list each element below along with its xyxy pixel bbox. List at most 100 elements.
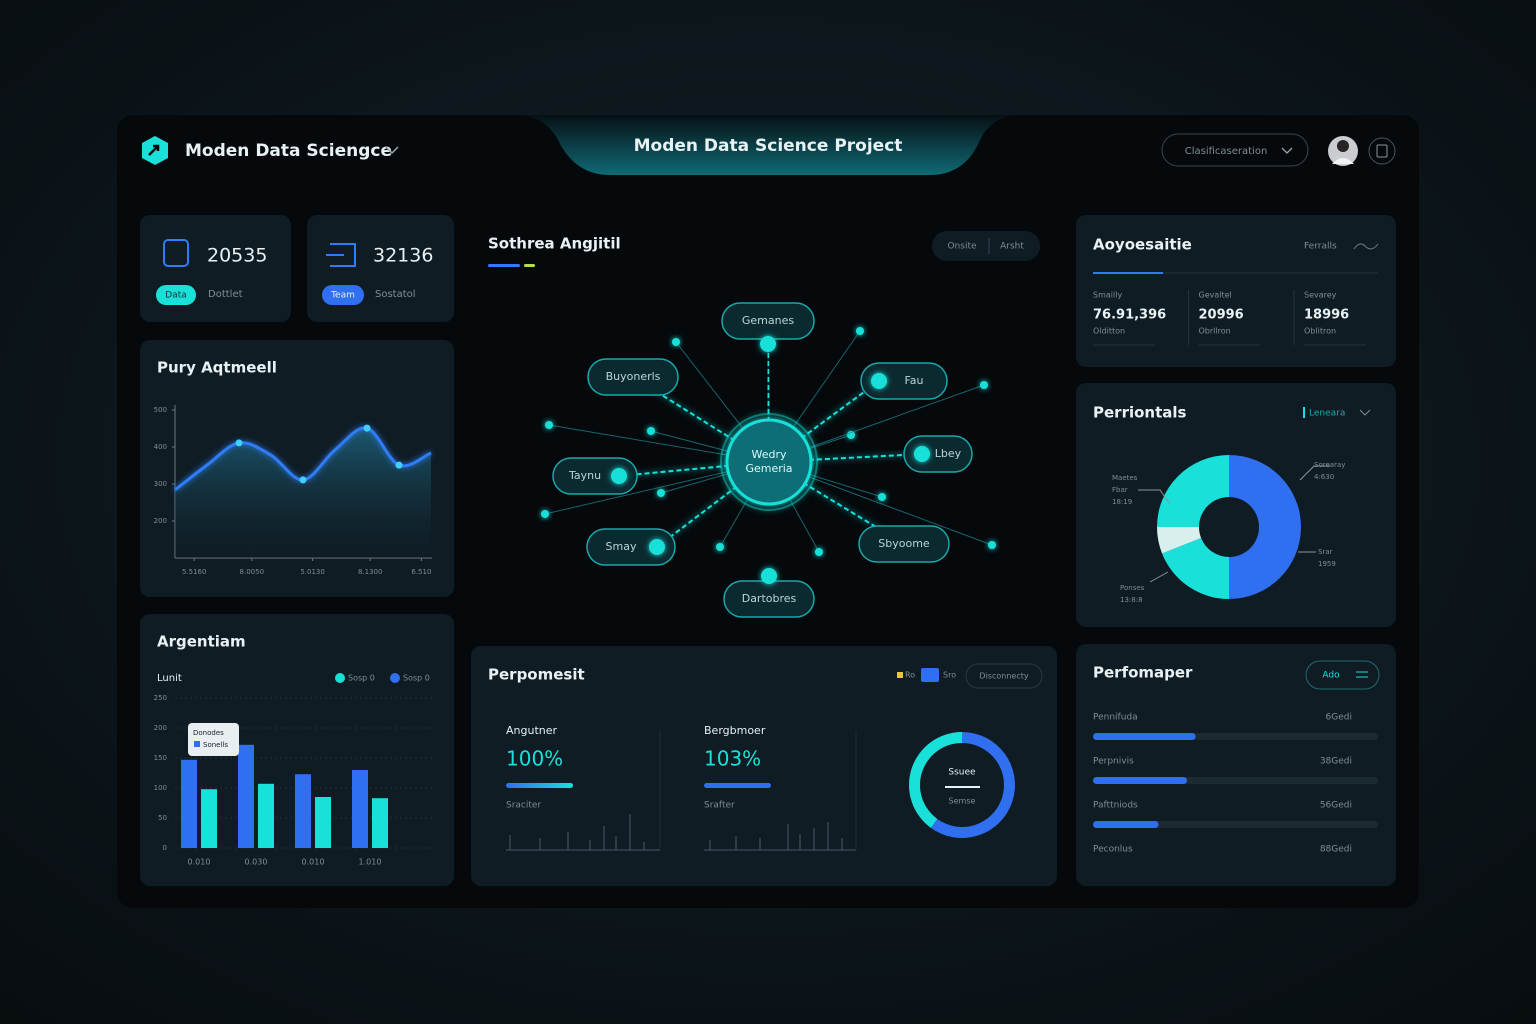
node-dot <box>647 427 655 435</box>
point <box>363 424 371 432</box>
toggle-option[interactable]: Onsite <box>947 242 977 252</box>
stat-icon <box>163 239 189 267</box>
node-dot <box>856 327 864 335</box>
row-label: Pafttniods <box>1093 801 1138 811</box>
slice <box>1162 538 1229 599</box>
node[interactable] <box>903 435 973 473</box>
row-label: Pennifuda <box>1093 713 1138 723</box>
stat-value: 20535 <box>207 245 267 267</box>
node[interactable] <box>587 358 679 396</box>
avatar-body <box>1332 158 1354 164</box>
center-node[interactable] <box>725 418 813 506</box>
summary-sub: Oblitron <box>1304 327 1336 336</box>
search-text: Clasificaseration <box>1185 146 1268 157</box>
summary-panel <box>1076 215 1396 367</box>
node-label[interactable]: Gemanes <box>742 314 794 327</box>
title-underline <box>488 264 520 267</box>
summary-value: 76.91,396 <box>1093 308 1166 323</box>
center-label: Wedry <box>751 448 787 461</box>
button[interactable] <box>965 663 1043 689</box>
row-value: 6Gedi <box>1326 713 1352 723</box>
button[interactable] <box>1305 660 1380 690</box>
panel-title: Argentiam <box>157 633 246 651</box>
node-port <box>761 568 777 584</box>
header-tab <box>515 115 1020 175</box>
node[interactable] <box>586 528 676 566</box>
bar <box>238 744 254 848</box>
brand: Moden Data Sciengce <box>185 141 392 161</box>
node-label[interactable]: Sbyoome <box>878 537 930 550</box>
row-label: Peconlus <box>1093 845 1133 855</box>
sparkline <box>704 822 856 851</box>
legend-swatch <box>390 673 400 683</box>
pie-annotation: Maetes <box>1112 474 1138 482</box>
point <box>395 461 403 469</box>
x-tick-label: 1.010 <box>359 858 382 867</box>
summary-label: Sevarey <box>1304 291 1337 300</box>
slice <box>909 732 962 828</box>
y-tick-label: 200 <box>154 517 167 525</box>
node[interactable] <box>552 457 638 495</box>
progress-bar <box>1093 777 1188 784</box>
settings-button[interactable] <box>1368 137 1396 165</box>
tooltip <box>188 723 239 756</box>
node-dot <box>541 510 549 518</box>
search-box[interactable] <box>1161 133 1309 167</box>
node-port <box>760 336 776 352</box>
button-label[interactable]: Disconnecty <box>979 672 1028 681</box>
node-dot <box>988 541 996 549</box>
toggle-option[interactable]: Arsht <box>1000 242 1024 252</box>
slice <box>1229 455 1301 599</box>
row-value: 56Gedi <box>1320 801 1352 811</box>
bar <box>372 798 388 848</box>
button-label[interactable]: Ado <box>1322 671 1340 681</box>
pie-annotation: 13:8:8 <box>1120 596 1143 604</box>
stat-icon <box>326 243 356 267</box>
dropdown-chevron[interactable] <box>1359 409 1371 416</box>
donut-label: Semse <box>949 797 976 806</box>
x-tick-label: 6.510 <box>411 568 431 576</box>
card-bar <box>506 783 573 788</box>
row-value: 38Gedi <box>1320 757 1352 767</box>
node-label[interactable]: Smay <box>606 540 637 553</box>
legend-swatch <box>897 672 903 678</box>
center-halo <box>720 413 818 511</box>
y-tick-label: 50 <box>158 814 167 822</box>
pie-annotation: Srar <box>1318 548 1333 556</box>
settings-icon <box>1376 144 1388 158</box>
x-tick-label: 0.010 <box>302 858 325 867</box>
toggle[interactable] <box>932 231 1040 261</box>
node-label[interactable]: Taynu <box>568 469 601 482</box>
node-port <box>871 373 887 389</box>
x-tick-label: 5.0130 <box>300 568 325 576</box>
x-tick-label: 0.030 <box>245 858 268 867</box>
node-dot <box>672 338 680 346</box>
legend-label: Ro <box>905 671 915 680</box>
slice <box>1157 455 1229 527</box>
node-label[interactable]: Dartobres <box>742 592 797 605</box>
x-tick-label: 0.010 <box>188 858 211 867</box>
card-value: 103% <box>704 747 761 771</box>
y-tick-label: 0 <box>163 844 167 852</box>
node-label[interactable]: Fau <box>904 374 923 387</box>
brand-chevron[interactable] <box>385 146 399 155</box>
link[interactable]: Ferralls <box>1304 242 1337 252</box>
title-underline <box>524 264 535 267</box>
node[interactable] <box>860 362 948 400</box>
card-sub: Srafter <box>704 801 735 811</box>
summary-sub: Olditton <box>1093 327 1125 336</box>
dropdown[interactable]: Leneara <box>1309 409 1345 419</box>
node-dot <box>657 489 665 497</box>
y-tick-label: 300 <box>154 480 167 488</box>
avatar-head <box>1337 140 1349 152</box>
node[interactable] <box>858 525 950 563</box>
legend-label: Sosp 0 <box>403 674 430 683</box>
y-tick-label: 100 <box>154 784 167 792</box>
axis-label: Lunit <box>157 673 182 684</box>
bar <box>295 774 311 848</box>
node-label[interactable]: Buyonerls <box>606 370 661 383</box>
y-tick-label: 200 <box>154 724 167 732</box>
progress-bar <box>1093 733 1196 740</box>
leader-lines <box>1138 465 1330 583</box>
node-label[interactable]: Lbey <box>935 447 962 460</box>
